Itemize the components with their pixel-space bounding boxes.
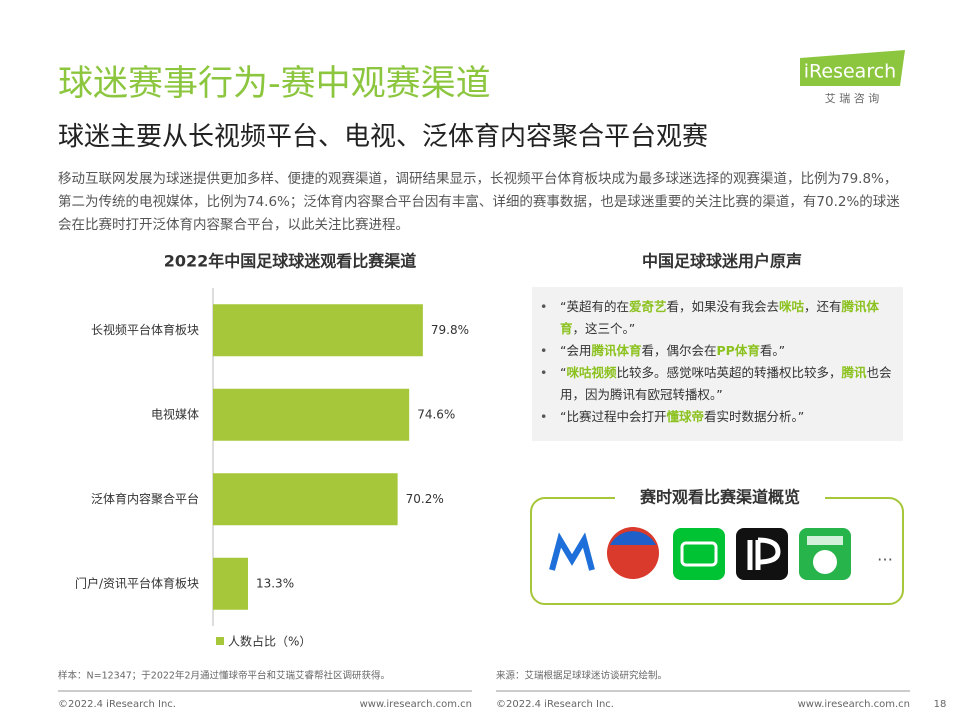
value-label: 13.3%	[256, 576, 294, 590]
value-label: 74.6%	[417, 407, 455, 421]
bar	[213, 473, 398, 526]
quote-text: 看，偶尔会在	[641, 343, 717, 358]
bar	[213, 304, 423, 357]
quote-text: ，还有	[804, 299, 842, 314]
quote: “比赛过程中会打开懂球帝看实时数据分析。”	[534, 406, 896, 428]
bar	[213, 388, 410, 441]
voices-title: 中国足球球迷用户原声	[642, 252, 802, 271]
page-number: 18	[934, 699, 947, 710]
quote-text: ，这三个。”	[572, 321, 636, 336]
highlight: 腾讯体育	[560, 299, 880, 336]
site: www.iresearch.com.cn	[798, 699, 910, 710]
channel-title: 赛时观看比赛渠道概览	[639, 488, 800, 507]
category-label: 电视媒体	[151, 406, 199, 421]
more: …	[877, 546, 893, 565]
icon	[747, 537, 781, 570]
sample: 样本：N=12347；于2022年2月通过懂球帝平台和艾瑞艾睿帮社区调研获得。	[58, 670, 390, 682]
icon	[549, 532, 595, 571]
channel-title-bg	[615, 485, 825, 511]
quote-text: 看。”	[759, 343, 786, 358]
bar-chart: 长视频平台体育板块 79.8% 电视媒体 74.6% 泛体育内容聚合平台 70.2% 门户/…	[75, 288, 469, 649]
quote: “英超有的在爱奇艺看，如果没有我会去咪咕，还有腾讯体育，这三个。”	[534, 296, 896, 340]
category-label: 长视频平台体育板块	[91, 322, 199, 337]
quote-text: “会用	[560, 343, 592, 358]
app-icons	[549, 527, 851, 580]
icon	[680, 541, 718, 567]
highlight: 腾讯	[841, 365, 867, 380]
quote-text: 看，如果没有我会去	[666, 299, 780, 314]
chart-title: 2022年中国足球球迷观看比赛渠道	[164, 252, 417, 271]
highlight: 懂球帝	[666, 409, 704, 424]
quote-text: “比赛过程中会打开	[560, 409, 667, 424]
icon	[673, 528, 725, 580]
value-label: 70.2%	[406, 492, 444, 506]
quote-text: 也会用，因为腾讯有欧冠转播权。”	[560, 365, 892, 402]
logo-name: iResearch	[804, 61, 896, 83]
highlight: 咪咕视频	[566, 365, 617, 380]
bar	[213, 557, 248, 610]
source: 来源：艾瑞根据足球球迷访谈研究绘制。	[496, 670, 667, 682]
highlight: 咪咕	[779, 299, 805, 314]
quote-text: “	[560, 365, 567, 380]
copyright: ©2022.4 iResearch Inc.	[496, 699, 614, 710]
logo-shape	[800, 50, 905, 86]
icon	[813, 550, 837, 574]
copyright: ©2022.4 iResearch Inc.	[58, 699, 176, 710]
quote-list: “英超有的在爱奇艺看，如果没有我会去咪咕，还有腾讯体育，这三个。”“会用腾讯体育…	[534, 296, 896, 428]
quote: “咪咕视频比较多。感觉咪咕英超的转播权比较多，腾讯也会用，因为腾讯有欧冠转播权。…	[534, 362, 896, 406]
highlight: PP体育	[716, 343, 760, 358]
highlight: 腾讯体育	[591, 343, 642, 358]
logo-cn: 艾 瑞 咨 询	[825, 91, 880, 105]
icon	[610, 531, 656, 545]
quote: “会用腾讯体育看，偶尔会在PP体育看。”	[534, 340, 896, 362]
quote-text: 看实时数据分析。”	[704, 409, 805, 424]
title: 球迷赛事行为-赛中观赛渠道	[58, 64, 491, 104]
quote-text: “英超有的在	[560, 299, 629, 314]
quote-text: 比较多。感觉咪咕英超的转播权比较多，	[616, 365, 842, 380]
subtitle: 球迷主要从长视频平台、电视、泛体育内容聚合平台观赛	[58, 122, 709, 152]
value-label: 79.8%	[431, 323, 469, 337]
category-label: 泛体育内容聚合平台	[91, 491, 199, 506]
highlight: 爱奇艺	[628, 299, 667, 314]
site: www.iresearch.com.cn	[360, 699, 472, 710]
intro: 移动互联网发展为球迷提供更加多样、便捷的观赛渠道，调研结果显示，长视频平台体育板…	[58, 171, 900, 233]
category-label: 门户/资讯平台体育板块	[75, 575, 199, 590]
icon	[807, 536, 843, 545]
legend-label: 人数占比（%）	[228, 634, 311, 649]
legend-swatch	[216, 637, 224, 645]
